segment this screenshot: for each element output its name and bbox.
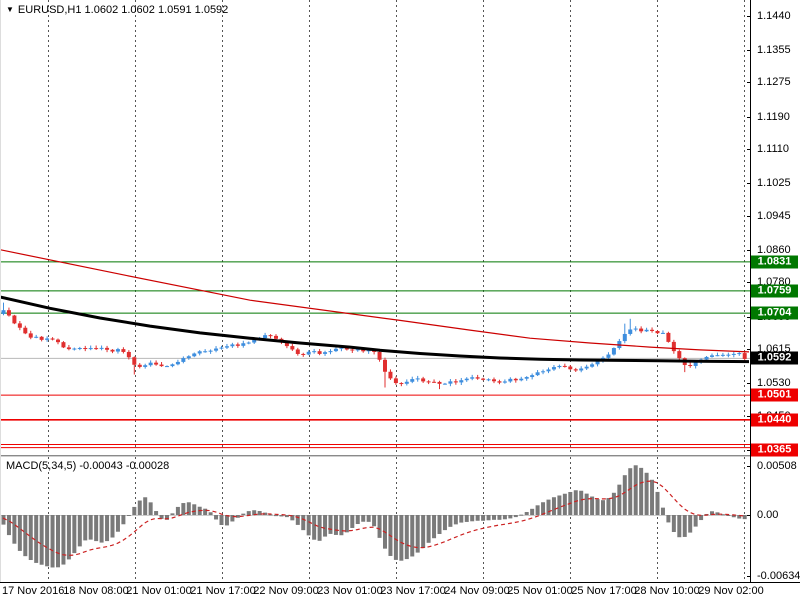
price-tick-label: 1.0530 <box>757 377 791 389</box>
level-price-badge: 1.0501 <box>751 388 798 402</box>
level-price-badge: 1.0831 <box>751 255 798 269</box>
price-tick-label: 1.1190 <box>757 111 790 123</box>
time-axis-label: 17 Nov 2016 <box>2 585 65 597</box>
level-price-badge: 1.0440 <box>751 413 798 427</box>
symbol-marker-icon: ▼ <box>6 5 14 14</box>
time-axis-label: 23 Nov 17:00 <box>380 585 446 597</box>
time-axis-label: 29 Nov 02:00 <box>698 585 764 597</box>
price-tick-label: 1.1440 <box>757 10 791 22</box>
main-price-panel[interactable] <box>0 0 750 455</box>
macd-tick-label: -0.00634 <box>757 570 800 582</box>
ma-slow-red-line <box>0 249 750 353</box>
ma-fast-black-line <box>0 295 750 364</box>
macd-histogram <box>1 465 747 568</box>
macd-panel[interactable] <box>0 457 750 582</box>
time-axis-label: 21 Nov 01:00 <box>126 585 192 597</box>
time-axis-label: 22 Nov 09:00 <box>253 585 319 597</box>
level-price-badge: 1.0704 <box>751 306 798 320</box>
time-axis-label: 25 Nov 17:00 <box>571 585 637 597</box>
level-price-badge: 1.0365 <box>751 443 798 457</box>
chart-title: ▼ EURUSD,H1 1.0602 1.0602 1.0591 1.0592 <box>6 4 228 16</box>
price-tick-label: 1.0860 <box>757 244 791 256</box>
price-tick-label: 1.1110 <box>757 143 790 155</box>
price-tick-label: 1.1025 <box>757 177 791 189</box>
macd-tick-label: 0.00 <box>757 509 779 521</box>
time-axis-label: 25 Nov 01:00 <box>507 585 573 597</box>
chart-title-text: EURUSD,H1 1.0602 1.0602 1.0591 1.0592 <box>17 4 229 16</box>
time-axis-label: 21 Nov 17:00 <box>190 585 256 597</box>
macd-tick-label: 0.00508 <box>757 460 797 472</box>
time-axis-label: 23 Nov 01:00 <box>317 585 383 597</box>
price-tick-label: 1.1275 <box>757 76 791 88</box>
current-price-badge: 1.0592 <box>751 351 798 365</box>
price-tick-label: 1.0945 <box>757 210 791 222</box>
time-axis-label: 28 Nov 10:00 <box>634 585 700 597</box>
price-tick-label: 1.1355 <box>757 44 791 56</box>
time-axis-label: 18 Nov 08:00 <box>63 585 129 597</box>
level-price-badge: 1.0759 <box>751 284 798 298</box>
macd-indicator-label: MACD(5,34,5) -0.00043 -0.00028 <box>6 460 170 472</box>
time-axis-label: 24 Nov 09:00 <box>444 585 510 597</box>
